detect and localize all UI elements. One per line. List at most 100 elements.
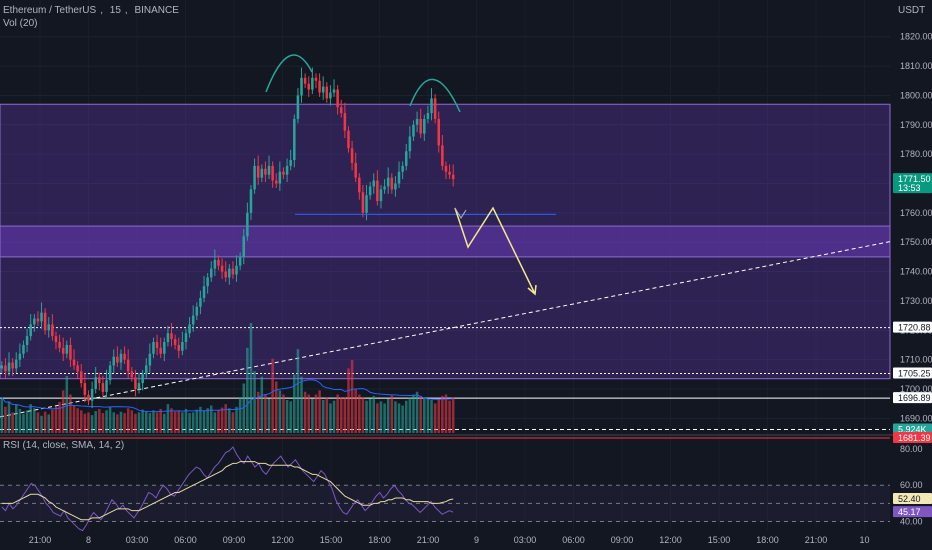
volume-bar xyxy=(318,390,321,433)
candle-body xyxy=(260,168,264,178)
volume-bar xyxy=(368,398,372,433)
candle-body xyxy=(419,118,422,134)
candle-body xyxy=(116,356,119,363)
candle-body xyxy=(412,124,415,137)
volume-bar xyxy=(347,368,350,433)
volume-bar xyxy=(249,323,253,433)
candle-body xyxy=(307,83,311,90)
candle-body xyxy=(213,259,217,269)
candle-body xyxy=(108,365,112,381)
price-tick-label: 1710.00 xyxy=(900,355,932,365)
price-tick-label: 1780.00 xyxy=(900,149,932,159)
volume-bar xyxy=(390,395,394,433)
volume-bar xyxy=(325,397,329,433)
price-tick-label: 1790.00 xyxy=(900,120,932,130)
volume-bar xyxy=(72,405,76,433)
time-tick-label: 03:00 xyxy=(514,535,537,545)
candle-body xyxy=(4,365,7,372)
right-head-arc xyxy=(409,78,461,113)
volume-bar xyxy=(130,410,134,433)
volume-bar xyxy=(61,390,65,433)
candle-body xyxy=(285,165,289,175)
volume-bar xyxy=(79,410,83,433)
candle-body xyxy=(343,113,347,131)
price-tag xyxy=(893,431,932,443)
candle-body xyxy=(448,171,451,175)
volume-bar xyxy=(423,397,426,433)
volume-bar xyxy=(14,404,18,433)
candle-body xyxy=(376,180,379,202)
candle-body xyxy=(181,342,184,351)
volume-bar xyxy=(11,412,14,433)
candle-body xyxy=(177,344,181,351)
candle-body xyxy=(379,189,383,202)
volume-bar xyxy=(433,403,437,433)
volume-bar xyxy=(202,411,206,433)
candle-body xyxy=(166,333,170,343)
candle-body xyxy=(358,177,361,193)
volume-bar xyxy=(231,412,235,433)
volume-bar xyxy=(90,415,94,433)
candle-body xyxy=(43,312,47,331)
candle-body xyxy=(195,306,199,316)
candle-body xyxy=(130,371,134,378)
volume-bar xyxy=(152,410,155,433)
volume-bar xyxy=(163,413,166,433)
volume-bar xyxy=(101,413,105,433)
volume-bar xyxy=(43,411,47,433)
candle-body xyxy=(336,89,339,108)
projection-arrowhead xyxy=(527,284,537,296)
candle-body xyxy=(256,165,260,178)
volume-bar xyxy=(4,406,7,433)
candle-body xyxy=(296,95,300,119)
candle-body xyxy=(199,297,202,307)
candle-body xyxy=(22,344,25,354)
rsi-legend[interactable]: RSI (14, close, SMA, 14, 2) xyxy=(3,440,125,451)
rsi-tick-label: 80.00 xyxy=(900,444,923,454)
volume-bar xyxy=(144,411,148,433)
volume-bar xyxy=(379,401,383,433)
candle-body xyxy=(87,394,90,401)
time-tick-label: 12:00 xyxy=(659,535,682,545)
volume-bar xyxy=(76,408,79,433)
candle-body xyxy=(426,113,430,119)
price-tag-label: 1720.88 xyxy=(898,323,931,333)
price-tick-label: 1750.00 xyxy=(900,237,932,247)
candle-body xyxy=(119,353,123,363)
rsi-tag-label: 52.40 xyxy=(898,494,921,504)
candle-body xyxy=(372,180,376,187)
volume-bar xyxy=(54,406,58,433)
volume-bar xyxy=(217,410,220,433)
candle-body xyxy=(430,98,433,114)
volume-bar xyxy=(116,414,119,433)
volume-bar xyxy=(51,409,54,433)
candle-body xyxy=(394,183,397,190)
candle-body xyxy=(0,365,4,369)
candle-body xyxy=(141,374,144,384)
candle-body xyxy=(224,271,227,278)
volume-legend[interactable]: Vol (20) xyxy=(3,18,38,29)
price-tick-label: 1800.00 xyxy=(900,90,932,100)
volume-bar xyxy=(307,394,311,433)
price-tick-label: 1760.00 xyxy=(900,208,932,218)
rsi-tick-label: 40.00 xyxy=(900,517,923,527)
candle-body xyxy=(441,145,444,166)
volume-bar xyxy=(213,412,217,433)
symbol-name[interactable]: Ethereum / TetherUS xyxy=(3,5,97,16)
volume-bar xyxy=(159,408,162,433)
price-tag-label: 1681.39 xyxy=(898,433,931,443)
volume-bar xyxy=(246,347,249,433)
candle-body xyxy=(98,377,101,384)
candle-body xyxy=(238,256,242,266)
volume-bar xyxy=(0,397,4,433)
candle-body xyxy=(347,130,350,149)
volume-bar xyxy=(314,394,318,433)
volume-bar xyxy=(448,400,451,433)
candle-body xyxy=(437,118,441,146)
candle-body xyxy=(242,236,246,257)
candle-body xyxy=(25,336,29,345)
volume-bar xyxy=(206,408,209,433)
candle-body xyxy=(137,383,141,389)
rsi-tag xyxy=(893,493,932,505)
